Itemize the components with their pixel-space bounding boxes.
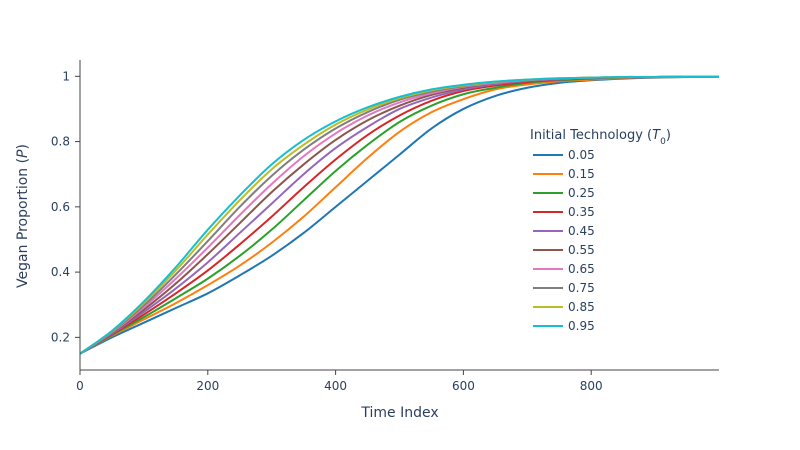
legend-item[interactable]: 0.35 [533, 205, 595, 219]
legend-label: 0.15 [568, 167, 595, 181]
x-axis-title: Time Index [360, 405, 438, 421]
legend-label: 0.65 [568, 262, 595, 276]
x-tick-label: 600 [452, 379, 475, 393]
legend: Initial Technology (T0) 0.05 0.15 0.25 0.35… [530, 128, 671, 333]
legend-label: 0.75 [568, 281, 595, 295]
legend-label: 0.25 [568, 186, 595, 200]
legend-item[interactable]: 0.65 [533, 262, 595, 276]
legend-label: 0.05 [568, 148, 595, 162]
legend-item[interactable]: 0.95 [533, 319, 595, 333]
legend-item[interactable]: 0.45 [533, 224, 595, 238]
legend-item[interactable]: 0.85 [533, 300, 595, 314]
x-tick-label: 0 [76, 379, 84, 393]
legend-item[interactable]: 0.55 [533, 243, 595, 257]
series-line-0-95 [79, 75, 720, 355]
y-tick-label: 0.8 [51, 135, 70, 149]
legend-item[interactable]: 0.15 [533, 167, 595, 181]
y-tick-label: 1 [62, 69, 70, 83]
legend-label: 0.35 [568, 205, 595, 219]
axes-layer [79, 60, 719, 371]
y-tick-label: 0.2 [51, 330, 70, 344]
x-tick-label: 800 [580, 379, 603, 393]
legend-item[interactable]: 0.05 [533, 148, 595, 162]
legend-label: 0.85 [568, 300, 595, 314]
legend-label: 0.45 [568, 224, 595, 238]
y-tick-label: 0.4 [51, 265, 70, 279]
legend-title: Initial Technology (T0) [530, 128, 671, 147]
x-tick-label: 400 [324, 379, 347, 393]
y-tick-label: 0.6 [51, 200, 70, 214]
series-layer [79, 75, 720, 355]
legend-items: 0.05 0.15 0.25 0.35 0.45 0.55 0.65 0.75 0.85 0.95 [533, 148, 595, 333]
y-axis-title: Vegan Proportion (P) [15, 144, 31, 288]
legend-item[interactable]: 0.25 [533, 186, 595, 200]
legend-label: 0.55 [568, 243, 595, 257]
x-tick-label: 200 [196, 379, 219, 393]
legend-item[interactable]: 0.75 [533, 281, 595, 295]
legend-label: 0.95 [568, 319, 595, 333]
ticks-layer: 0 200 400 600 800 0.2 0.4 0.6 0.8 1 [51, 69, 603, 393]
